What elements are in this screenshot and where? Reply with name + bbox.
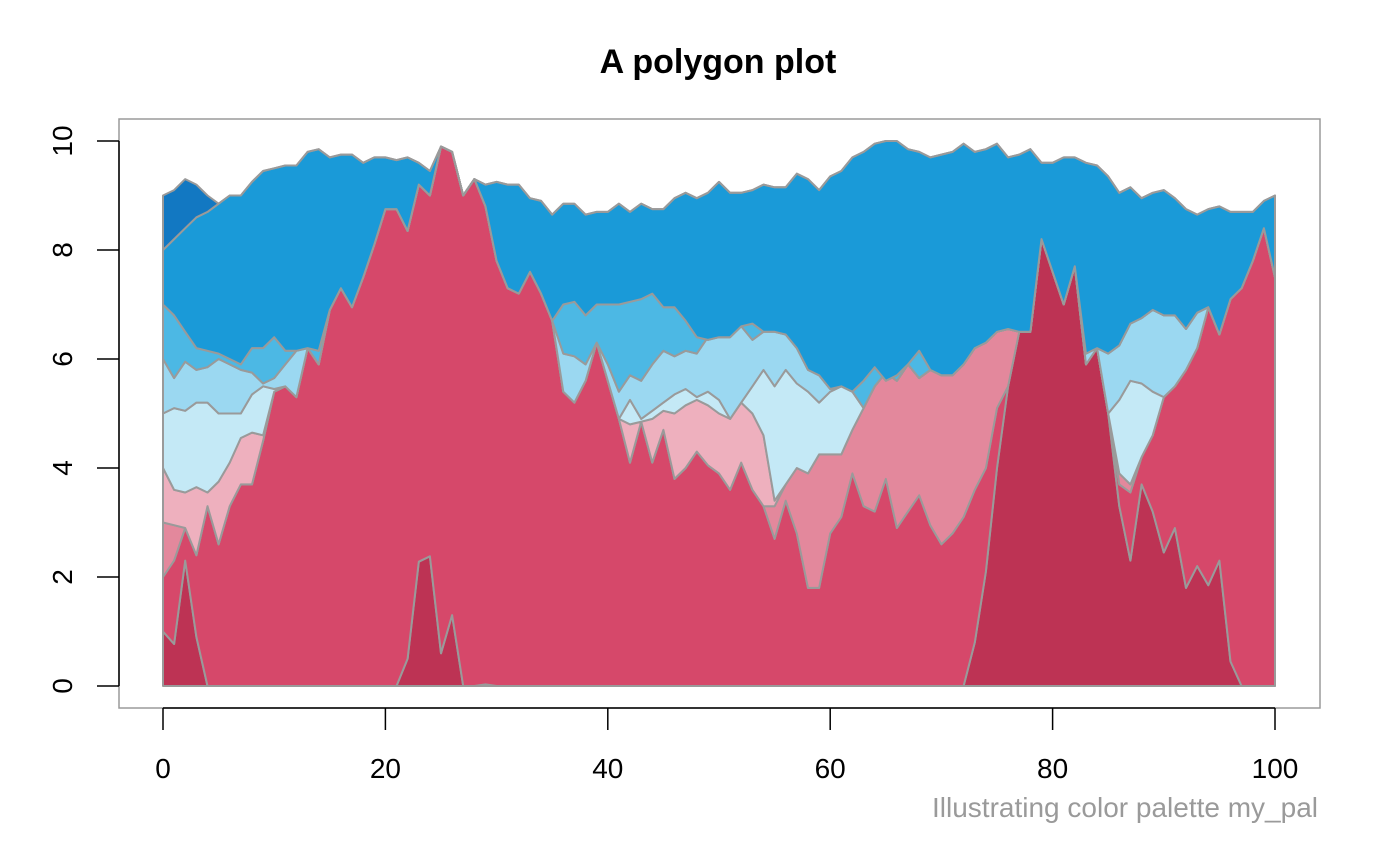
chart-title: A polygon plot (600, 43, 837, 81)
y-tick-label: 8 (47, 242, 78, 258)
y-axis: 0 2 4 6 8 10 (47, 125, 120, 694)
y-tick-label: 10 (47, 125, 78, 156)
x-axis: 0 20 40 60 80 100 (155, 707, 1299, 784)
y-tick-label: 2 (47, 569, 78, 585)
y-tick-label: 4 (47, 460, 78, 476)
x-tick-label: 80 (1037, 753, 1068, 784)
x-tick-label: 20 (370, 753, 401, 784)
x-tick-label: 0 (155, 753, 171, 784)
chart-subtitle: Illustrating color palette my_pal (932, 792, 1318, 823)
polygon-band-9 (162, 140, 1276, 251)
x-tick-label: 60 (815, 753, 846, 784)
x-tick-label: 40 (592, 753, 623, 784)
y-tick-label: 6 (47, 351, 78, 367)
x-tick-label: 100 (1252, 753, 1299, 784)
y-tick-label: 0 (47, 678, 78, 694)
stacked-polygons (162, 140, 1276, 687)
